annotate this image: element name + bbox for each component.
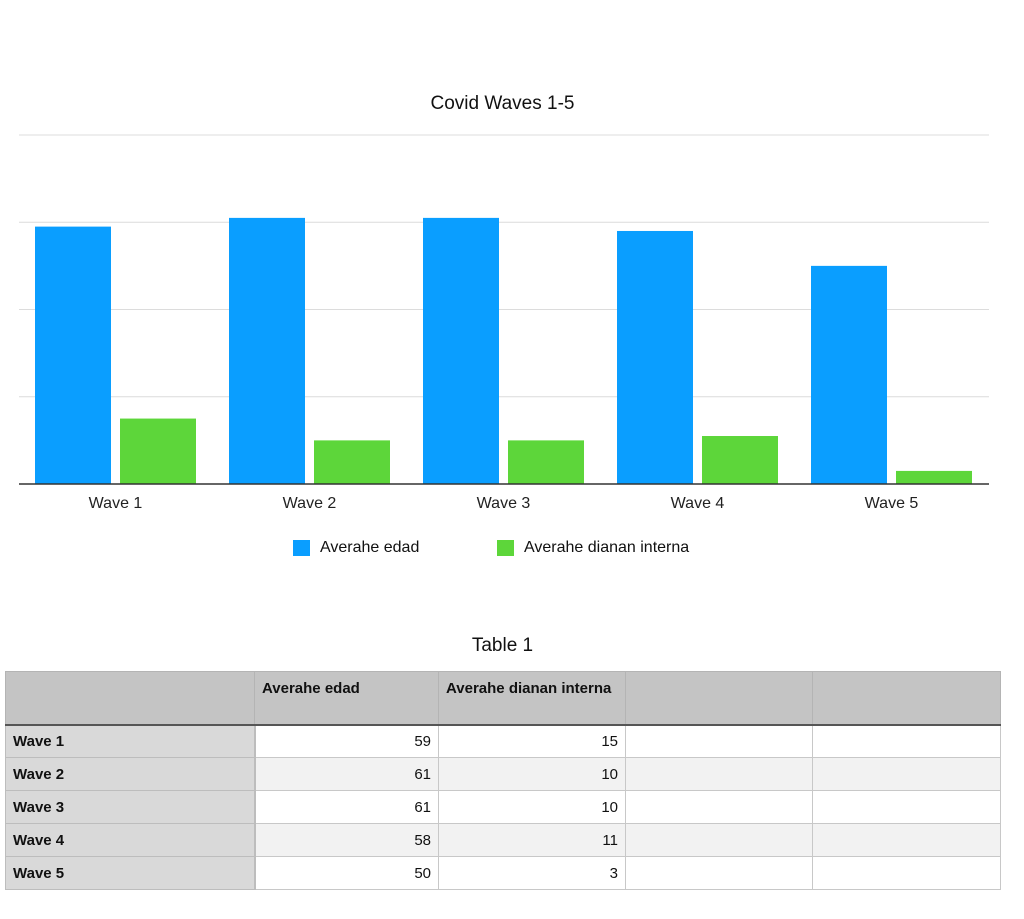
table-cell <box>812 823 1001 857</box>
legend-label: Averahe dianan interna <box>524 539 690 556</box>
table-cell: 61 <box>254 757 439 791</box>
legend-label: Averahe edad <box>320 539 420 556</box>
x-tick-label: Wave 5 <box>865 495 919 512</box>
table-cell: 3 <box>438 856 626 890</box>
bar-averahe-edad-wave-4 <box>617 230 693 484</box>
data-table: Averahe edad Averahe dianan interna Wave… <box>5 671 1001 890</box>
table-title: Table 1 <box>471 635 534 656</box>
table-cell: 59 <box>254 724 439 758</box>
table-header-row: Averahe edad Averahe dianan interna <box>5 671 1001 726</box>
table-cell: 10 <box>438 790 626 824</box>
table-cell: 10 <box>438 757 626 791</box>
bar-averahe-dianan-interna-wave-2 <box>314 440 390 484</box>
table-cell: 11 <box>438 823 626 857</box>
table-header-cell <box>812 671 1001 726</box>
legend-swatch-averahe-dianan-interna <box>497 540 514 556</box>
table-cell <box>625 790 813 824</box>
bar-averahe-edad-wave-5 <box>811 265 887 484</box>
table-cell <box>812 757 1001 791</box>
legend-item-averahe-dianan-interna: Averahe dianan interna <box>497 539 689 557</box>
legend-item-averahe-edad: Averahe edad <box>293 539 419 557</box>
bar-averahe-edad-wave-2 <box>229 217 305 484</box>
bar-averahe-edad-wave-1 <box>35 226 111 485</box>
legend: Averahe edad Averahe dianan interna <box>0 539 1005 561</box>
table-row-header: Wave 2 <box>5 757 256 791</box>
table-cell <box>812 856 1001 890</box>
x-axis: Wave 1 Wave 2 Wave 3 Wave 4 Wave 5 <box>19 483 989 512</box>
table-row-header: Wave 3 <box>5 790 256 824</box>
table-cell: 61 <box>254 790 439 824</box>
legend-swatch-averahe-edad <box>293 540 310 556</box>
x-tick-label: Wave 4 <box>671 495 725 512</box>
table-row: Wave 2 61 10 <box>5 757 1001 791</box>
table-cell: 50 <box>254 856 439 890</box>
x-tick-label: Wave 2 <box>283 495 337 512</box>
table-row: Wave 3 61 10 <box>5 790 1001 824</box>
bars <box>35 217 972 485</box>
table-cell: 58 <box>254 823 439 857</box>
table-cell <box>625 823 813 857</box>
table-header-cell <box>5 671 255 726</box>
table-header-cell <box>625 671 813 726</box>
table-header-cell: Averahe dianan interna <box>438 671 626 726</box>
table-row-header: Wave 5 <box>5 856 256 890</box>
table-row: Wave 4 58 11 <box>5 823 1001 857</box>
table-row: Wave 5 50 3 <box>5 856 1001 890</box>
table-cell <box>625 856 813 890</box>
bar-chart: Wave 1 Wave 2 Wave 3 Wave 4 Wave 5 <box>19 134 989 512</box>
table-cell: 15 <box>438 724 626 758</box>
x-tick-label: Wave 3 <box>477 495 531 512</box>
table-cell <box>812 724 1001 758</box>
table-header-cell: Averahe edad <box>254 671 439 726</box>
table-cell <box>812 790 1001 824</box>
table-row-header: Wave 4 <box>5 823 256 857</box>
bar-averahe-dianan-interna-wave-1 <box>120 418 196 484</box>
table-row: Wave 1 59 15 <box>5 724 1001 758</box>
bar-averahe-dianan-interna-wave-4 <box>702 436 778 484</box>
bar-averahe-dianan-interna-wave-5 <box>896 470 972 484</box>
x-tick-label: Wave 1 <box>89 495 143 512</box>
chart-title: Covid Waves 1-5 <box>430 93 575 114</box>
bar-averahe-dianan-interna-wave-3 <box>508 440 584 484</box>
table-cell <box>625 724 813 758</box>
table-cell <box>625 757 813 791</box>
bar-averahe-edad-wave-3 <box>423 217 499 484</box>
table-row-header: Wave 1 <box>5 724 256 758</box>
